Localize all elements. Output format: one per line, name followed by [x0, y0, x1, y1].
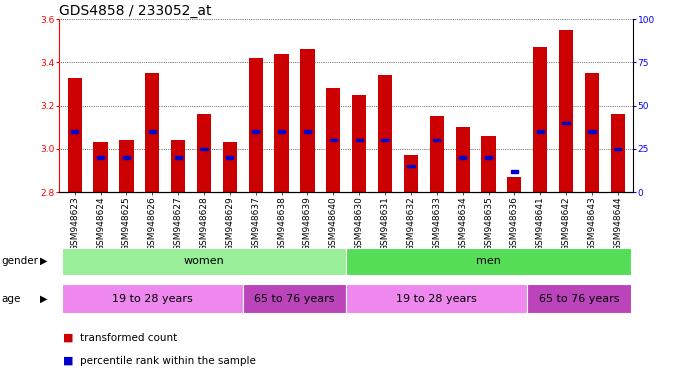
Bar	[274, 54, 289, 192]
Bar	[301, 50, 315, 192]
Bar	[610, 114, 625, 192]
Bar	[278, 130, 285, 133]
Bar	[62, 284, 243, 313]
Bar	[304, 130, 311, 133]
Text: 19 to 28 years: 19 to 28 years	[112, 293, 193, 304]
Bar	[588, 130, 596, 133]
Bar	[433, 139, 441, 141]
Bar	[615, 147, 622, 150]
Text: ■: ■	[63, 333, 73, 343]
Bar	[71, 130, 78, 133]
Bar	[559, 30, 574, 192]
Bar	[326, 88, 340, 192]
Text: GDS4858 / 233052_at: GDS4858 / 233052_at	[59, 4, 212, 18]
Text: age: age	[1, 293, 21, 304]
Bar	[248, 58, 263, 192]
Text: gender: gender	[1, 256, 38, 266]
Bar	[93, 142, 108, 192]
Text: ▶: ▶	[40, 293, 48, 304]
Bar	[97, 156, 104, 159]
Bar	[171, 140, 185, 192]
Bar	[145, 73, 159, 192]
Bar	[175, 156, 182, 159]
Bar	[122, 156, 130, 159]
Bar	[200, 147, 207, 150]
Text: 65 to 76 years: 65 to 76 years	[539, 293, 619, 304]
Bar	[537, 130, 544, 133]
Bar	[585, 73, 599, 192]
Bar	[429, 116, 444, 192]
Bar	[243, 284, 347, 313]
Bar	[223, 142, 237, 192]
Bar	[528, 284, 631, 313]
Bar	[482, 136, 496, 192]
Bar	[197, 114, 211, 192]
Text: percentile rank within the sample: percentile rank within the sample	[80, 356, 256, 366]
Bar	[252, 130, 260, 133]
Bar	[330, 139, 337, 141]
Text: transformed count: transformed count	[80, 333, 177, 343]
Bar	[119, 140, 134, 192]
Text: 19 to 28 years: 19 to 28 years	[397, 293, 477, 304]
Bar	[68, 78, 82, 192]
Text: women: women	[184, 256, 224, 266]
Bar	[381, 139, 388, 141]
Bar	[485, 156, 492, 159]
Bar	[226, 156, 233, 159]
Text: 65 to 76 years: 65 to 76 years	[254, 293, 335, 304]
Bar	[533, 47, 547, 192]
Bar	[356, 139, 363, 141]
Bar	[62, 248, 347, 275]
Bar	[347, 248, 631, 275]
Text: ■: ■	[63, 356, 73, 366]
Text: ▶: ▶	[40, 256, 48, 266]
Text: men: men	[476, 256, 501, 266]
Bar	[378, 75, 392, 192]
Bar	[507, 177, 521, 192]
Bar	[456, 127, 470, 192]
Bar	[347, 284, 528, 313]
Bar	[407, 165, 415, 167]
Bar	[459, 156, 466, 159]
Bar	[404, 155, 418, 192]
Bar	[149, 130, 156, 133]
Bar	[352, 95, 366, 192]
Bar	[562, 122, 570, 124]
Bar	[511, 170, 518, 172]
